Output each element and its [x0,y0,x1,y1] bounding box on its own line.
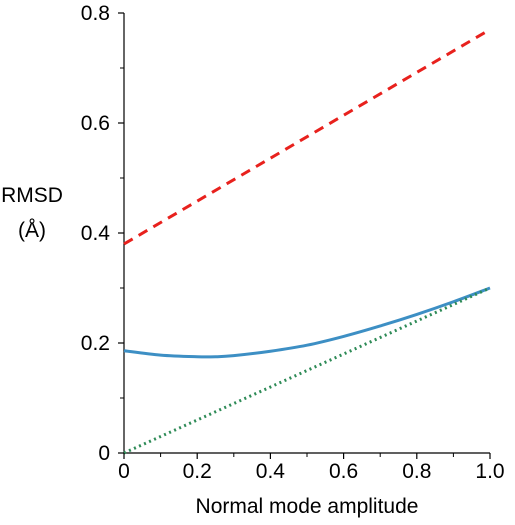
series-group [123,28,491,455]
y-tick-label: 0.2 [81,332,110,355]
dotted-green-series-line [123,286,491,455]
x-tick-label: 0.8 [402,460,431,483]
x-tick-label: 0.6 [329,460,358,483]
y-tick-label: 0.6 [81,112,110,135]
y-tick-label: 0 [98,442,110,465]
ticks-group: 0 0.2 0.4 0.6 0.8 0 0.2 0.4 0.6 0.8 1.0 [81,2,505,483]
y-tick-label: 0.4 [81,222,111,245]
x-tick-label: 0.2 [183,460,212,483]
axes [123,13,490,454]
y-tick-label: 0.8 [81,2,110,25]
dashed-red-series-line [123,28,491,246]
x-tick-label: 0 [118,460,130,483]
x-tick-label: 0.4 [256,460,286,483]
y-axis-title-line1: RMSD [1,184,63,207]
solid-blue-series-line [123,286,491,359]
x-axis-title: Normal mode amplitude [196,495,419,518]
x-tick-label: 1.0 [475,460,504,483]
y-axis-title-line2: (Å) [18,219,46,242]
